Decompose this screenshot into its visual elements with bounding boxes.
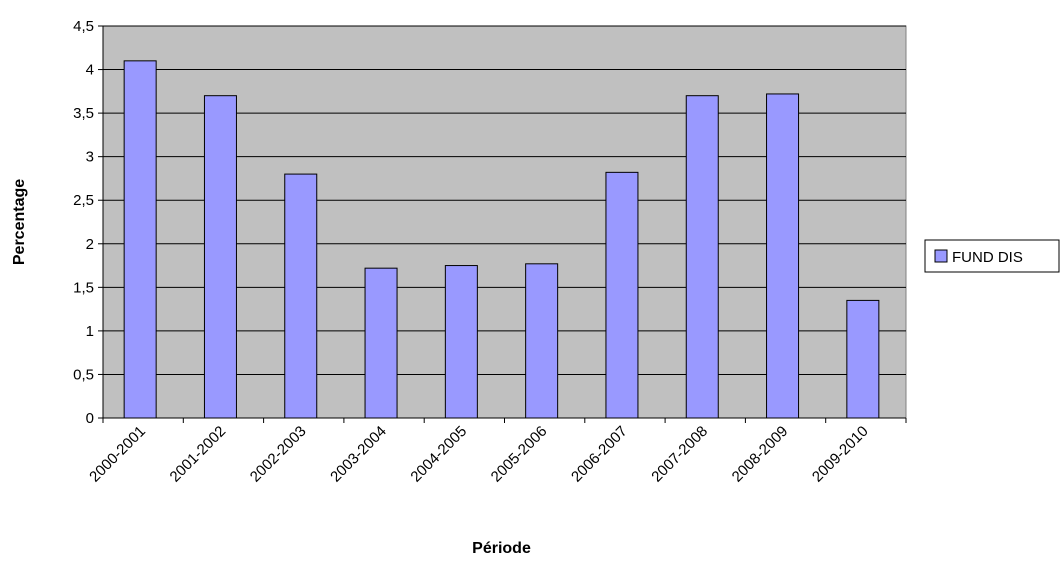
- x-tick-label: 2009-2010: [809, 423, 872, 486]
- bar: [203, 95, 237, 419]
- y-tick-label: 0,5: [73, 366, 94, 383]
- bar: [284, 173, 318, 419]
- y-tick-label: 2: [86, 236, 94, 253]
- x-tick-label: 2008-2009: [729, 423, 792, 486]
- y-tick-label: 3,5: [73, 105, 94, 122]
- y-tick-labels: 0 0,5 1 1,5 2 2,5 3 3,5 4 4,5: [73, 18, 94, 427]
- y-tick-label: 1,5: [73, 279, 94, 296]
- x-tick-label: 2002-2003: [247, 423, 310, 486]
- bar: [766, 93, 800, 419]
- x-tick-label: 2005-2006: [488, 423, 551, 486]
- x-tick-label: 2007-2008: [648, 423, 711, 486]
- legend: FUND DIS: [924, 239, 1060, 273]
- y-tick-label: 3: [86, 149, 94, 166]
- x-tick-labels: 2000-2001 2001-2002 2002-2003 2003-2004 2004…: [86, 423, 871, 486]
- legend-swatch: [934, 249, 948, 263]
- bar: [846, 299, 880, 419]
- x-tick-label: 2000-2001: [86, 423, 149, 486]
- y-tick-label: 0: [86, 410, 94, 427]
- x-tick-label: 2004-2005: [407, 423, 470, 486]
- bar: [525, 263, 559, 419]
- x-tick-label: 2001-2002: [167, 423, 230, 486]
- y-tick-label: 1: [86, 323, 94, 340]
- y-axis-title: Percentage: [11, 179, 28, 265]
- bar: [685, 95, 719, 419]
- bar: [364, 267, 398, 419]
- bar: [444, 265, 478, 419]
- x-axis-title: Période: [472, 540, 531, 557]
- legend-label: FUND DIS: [952, 249, 1023, 266]
- y-tick-label: 2,5: [73, 192, 94, 209]
- legend-box: [924, 239, 1060, 273]
- bars: [123, 60, 880, 419]
- x-tick-label: 2006-2007: [568, 423, 631, 486]
- bar: [605, 171, 639, 419]
- axes: [102, 26, 907, 423]
- y-tick-label: 4: [86, 62, 94, 79]
- y-tick-label: 4,5: [73, 18, 94, 35]
- bar: [123, 60, 157, 419]
- x-tick-label: 2003-2004: [327, 423, 390, 486]
